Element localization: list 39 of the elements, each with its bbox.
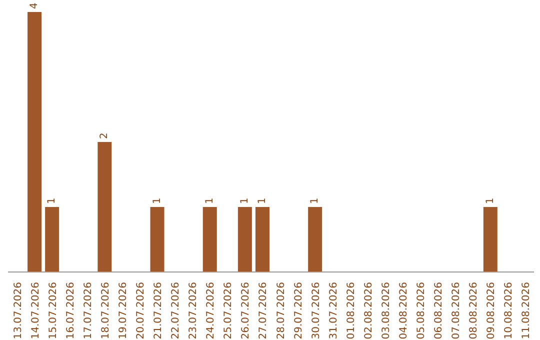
x-tick-label: 27.07.2026 — [258, 282, 270, 340]
data-label: 1 — [310, 198, 321, 204]
x-tick-label: 06.08.2026 — [434, 282, 445, 340]
data-label: 1 — [239, 198, 250, 204]
x-tick-label: 24.07.2026 — [206, 282, 217, 340]
x-tick-label: 19.07.2026 — [118, 282, 129, 340]
x-tick-label: 04.08.2026 — [398, 282, 410, 340]
data-label: 1 — [256, 198, 268, 204]
x-tick-label: 10.08.2026 — [504, 282, 515, 340]
x-tick-label: 23.07.2026 — [188, 282, 200, 340]
x-tick-label: 30.07.2026 — [310, 282, 322, 340]
x-tick-label: 02.08.2026 — [363, 282, 374, 340]
x-tick-label: 26.07.2026 — [240, 282, 252, 340]
x-tick-label: 17.07.2026 — [82, 282, 94, 340]
x-tick-label: 15.07.2026 — [48, 282, 59, 340]
x-tick-label: 20.07.2026 — [136, 282, 146, 340]
data-label: 1 — [484, 198, 496, 204]
x-tick-label: 07.08.2026 — [451, 282, 462, 340]
x-tick-label: 01.08.2026 — [346, 282, 357, 340]
x-tick-label: 29.07.2026 — [293, 282, 304, 340]
data-label: 4 — [29, 2, 40, 9]
x-tick-label: 18.07.2026 — [100, 282, 112, 340]
x-tick-label: 14.07.2026 — [30, 282, 42, 340]
data-label: 1 — [204, 198, 216, 204]
x-tick-label: 21.07.2026 — [153, 282, 164, 340]
data-label: 1 — [46, 198, 58, 204]
x-tick-label: 31.07.2026 — [328, 282, 340, 340]
x-tick-label: 13.07.2026 — [12, 282, 24, 340]
data-label: 2 — [99, 132, 110, 139]
x-tick-label: 05.08.2026 — [416, 282, 428, 340]
x-tick-label: 08.08.2026 — [468, 282, 480, 340]
x-tick-label: 22.07.2026 — [170, 282, 182, 340]
x-tick-label: 28.07.2026 — [276, 282, 287, 340]
x-tick-label: 11.08.2026 — [521, 282, 532, 340]
x-tick-label: 09.08.2026 — [486, 282, 498, 340]
data-label: 1 — [152, 198, 163, 204]
x-tick-label: 25.07.2026 — [223, 282, 234, 340]
x-tick-label: 03.08.2026 — [380, 282, 392, 340]
x-tick-label: 16.07.2026 — [65, 282, 76, 340]
